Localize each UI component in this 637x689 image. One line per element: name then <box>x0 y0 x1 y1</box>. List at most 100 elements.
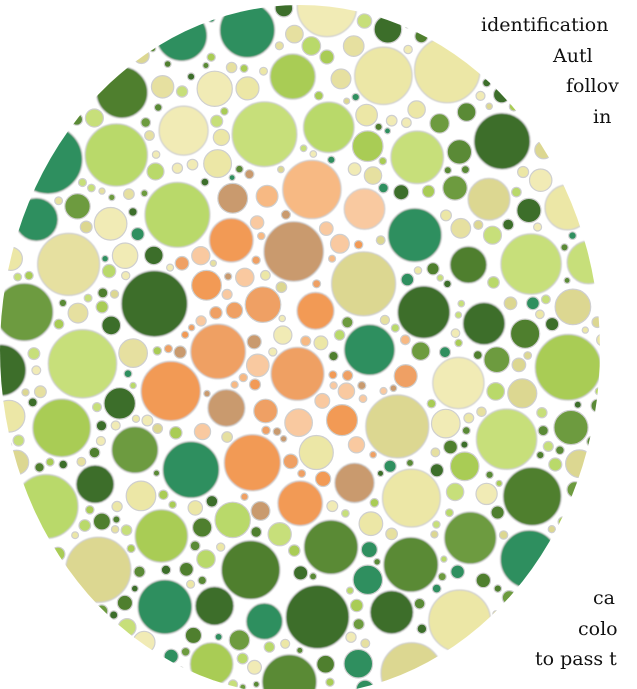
plate-dot <box>525 296 540 311</box>
plate-dot <box>223 272 233 281</box>
plate-dot <box>318 221 334 237</box>
article-text-line-1: identification <box>481 14 609 36</box>
plate-dot <box>248 378 262 391</box>
plate-dot <box>193 422 212 441</box>
plate-dot <box>490 505 505 520</box>
plate-dot <box>413 266 423 275</box>
plate-dot <box>151 150 161 159</box>
plate-dot <box>270 346 325 401</box>
plate-dot <box>125 480 157 512</box>
plate-dot <box>313 90 324 101</box>
plate-dot <box>501 589 517 606</box>
plate-dot <box>301 36 322 56</box>
plate-dot <box>24 270 34 281</box>
plate-dot <box>534 140 553 160</box>
plate-dot <box>535 309 545 320</box>
plate-dot <box>95 66 149 119</box>
plate-dot <box>342 35 365 57</box>
plate-dot <box>509 318 541 349</box>
plate-dot <box>300 335 312 347</box>
plate-dot <box>95 300 109 314</box>
plate-dot <box>492 85 511 104</box>
plate-dot <box>247 659 263 675</box>
plate-dot <box>581 326 590 334</box>
plate-dot <box>275 281 288 294</box>
plate-dot <box>432 520 441 529</box>
plate-dot <box>36 232 101 296</box>
plate-dot <box>12 434 25 447</box>
plate-dot <box>285 584 350 650</box>
plate-dot <box>446 139 473 165</box>
plate-dot <box>534 333 600 401</box>
plate-dot <box>462 301 506 346</box>
plate-dot <box>347 162 362 177</box>
plate-dot <box>168 500 177 510</box>
plate-dot <box>195 315 207 327</box>
plate-dot <box>476 406 487 418</box>
plate-dot <box>444 508 454 518</box>
plate-dot <box>223 434 282 492</box>
plate-dot <box>267 522 292 547</box>
plate-dot <box>328 254 337 263</box>
plate-dot <box>535 450 545 460</box>
plate-dot <box>78 519 92 532</box>
plate-dot <box>111 426 159 474</box>
plate-dot <box>196 549 216 569</box>
plate-dot <box>103 387 136 420</box>
plate-dot <box>389 384 398 393</box>
plate-dot <box>537 424 549 437</box>
plate-dot <box>244 169 255 180</box>
plate-dot <box>123 369 133 379</box>
plate-dot <box>429 113 450 134</box>
plate-dot <box>349 598 364 613</box>
plate-dot <box>493 584 503 593</box>
plate-dot <box>594 387 600 396</box>
plate-dot <box>133 565 146 578</box>
plate-dot <box>163 344 173 354</box>
plate-dot <box>421 184 436 198</box>
plate-dot <box>140 189 149 198</box>
plate-dot <box>186 158 199 171</box>
plate-dot <box>53 318 65 330</box>
plate-dot <box>240 492 249 501</box>
plate-dot <box>503 296 518 311</box>
plate-dot <box>355 103 379 127</box>
plate-dot <box>205 494 219 508</box>
plate-dot <box>212 128 231 147</box>
plate-dot <box>120 270 189 338</box>
plate-dot <box>110 420 121 431</box>
plate-dot <box>189 642 234 687</box>
plate-dot <box>460 165 470 175</box>
plate-dot <box>399 334 411 346</box>
plate-dot <box>171 162 184 174</box>
plate-dot <box>108 193 116 202</box>
plate-dot <box>225 301 244 320</box>
plate-dot <box>245 602 284 641</box>
plate-dot <box>329 233 350 254</box>
plate-dot <box>186 72 196 81</box>
article-text-line-3: follov <box>566 75 619 97</box>
plate-dot <box>269 53 316 100</box>
plate-dot <box>414 29 429 44</box>
plate-dot <box>292 565 309 581</box>
plate-dot <box>132 630 156 654</box>
plate-dot <box>144 181 211 248</box>
plate-dot <box>337 382 356 400</box>
plate-dot <box>440 555 448 563</box>
plate-dot <box>278 314 287 323</box>
plate-dot <box>0 343 27 397</box>
plate-dot <box>207 388 246 428</box>
plate-dot <box>279 434 288 443</box>
plate-dot <box>34 462 45 473</box>
plate-dot <box>369 450 378 459</box>
plate-dot <box>590 398 600 413</box>
plate-dot <box>250 526 263 538</box>
plate-dot <box>328 350 339 362</box>
plate-dot <box>109 289 120 299</box>
plate-dot <box>194 586 235 626</box>
plate-dot <box>532 222 543 232</box>
plate-dot <box>186 579 196 589</box>
plate-dot <box>239 683 247 689</box>
plate-dot <box>274 5 294 18</box>
plate-dot <box>285 24 304 44</box>
